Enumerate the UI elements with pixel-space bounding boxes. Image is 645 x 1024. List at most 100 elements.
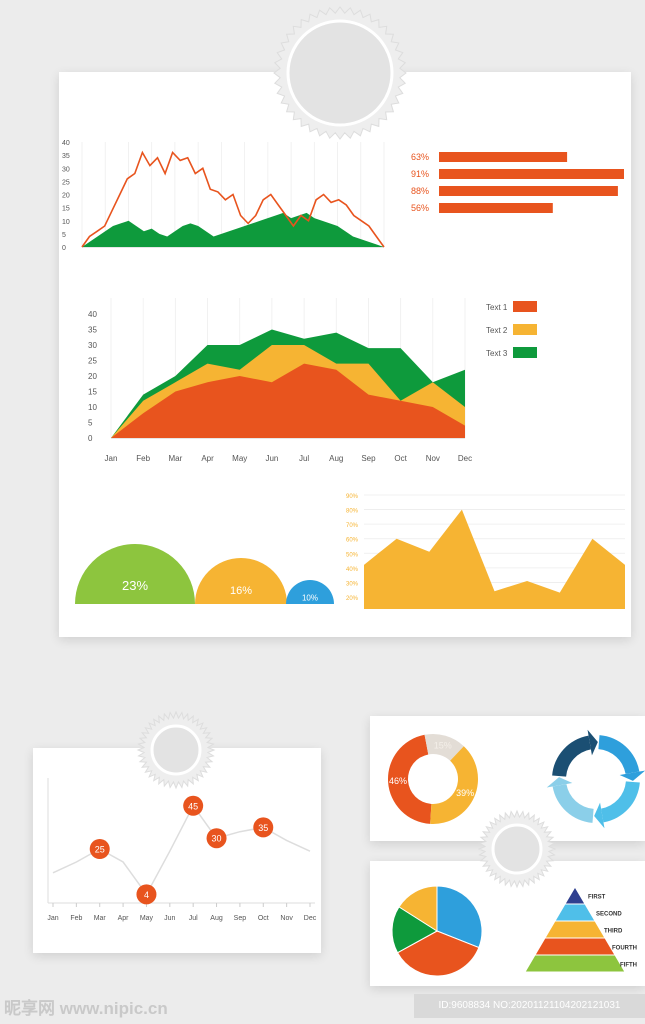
mid-x-tick: Dec bbox=[458, 454, 472, 463]
mid-y-tick: 15 bbox=[88, 388, 97, 397]
donut-label: 15% bbox=[434, 740, 452, 750]
bl-x-tick: Jul bbox=[189, 915, 198, 922]
mid-x-tick: Sep bbox=[361, 454, 376, 463]
cycle-arrowhead-icon bbox=[594, 802, 605, 829]
mid-x-tick: Feb bbox=[136, 454, 150, 463]
bl-x-tick: Mar bbox=[94, 915, 107, 922]
bl-point bbox=[89, 839, 110, 859]
mid-legend-swatch bbox=[513, 301, 537, 312]
mid-x-tick: Oct bbox=[394, 454, 407, 463]
mid-seal-face bbox=[491, 823, 543, 875]
top-green-area bbox=[82, 212, 384, 247]
donut-slice bbox=[430, 746, 478, 824]
pyramid-level bbox=[524, 954, 626, 973]
bl-x-tick: Dec bbox=[304, 915, 317, 922]
top-y-tick: 0 bbox=[62, 245, 66, 252]
mid-legend-swatch bbox=[513, 347, 537, 358]
semicircle bbox=[75, 544, 195, 604]
pie-slice bbox=[396, 930, 480, 977]
bar-label: 88% bbox=[411, 186, 429, 196]
mid-x-tick: Nov bbox=[426, 454, 440, 463]
top-y-tick: 15 bbox=[62, 206, 70, 213]
cycle-arrow-icon bbox=[552, 735, 591, 777]
bar-label: 56% bbox=[411, 203, 429, 213]
pyramid-label: FIFTH bbox=[620, 963, 637, 969]
cycle-arrowhead-icon bbox=[546, 777, 573, 788]
right-y-tick: 40% bbox=[346, 567, 359, 573]
pyramid-level bbox=[544, 920, 606, 939]
bl-point-label: 25 bbox=[95, 845, 105, 855]
mid-y-tick: 35 bbox=[88, 326, 97, 335]
bl-point-label: 45 bbox=[188, 801, 198, 811]
mid-legend-label: Text 1 bbox=[486, 303, 508, 312]
cycle-arrow-icon bbox=[601, 781, 640, 823]
right-y-tick: 70% bbox=[346, 523, 359, 529]
mid-x-tick: Apr bbox=[201, 454, 214, 463]
bl-x-tick: May bbox=[140, 915, 154, 922]
pie-slice bbox=[391, 906, 438, 954]
bl-x-tick: Feb bbox=[70, 915, 82, 922]
pie-slice bbox=[436, 885, 483, 949]
pyramid-label: FOURTH bbox=[612, 946, 637, 952]
top-y-tick: 30 bbox=[62, 166, 70, 173]
bar bbox=[439, 152, 568, 162]
pyramid-level bbox=[564, 886, 586, 905]
bar bbox=[439, 169, 624, 179]
donut-slice bbox=[424, 734, 464, 761]
bl-point bbox=[206, 828, 227, 849]
cycle-arrow-icon bbox=[598, 735, 640, 774]
donut-label: 39% bbox=[456, 788, 474, 798]
top-y-tick: 40 bbox=[62, 140, 70, 147]
mid-y-tick: 5 bbox=[88, 419, 93, 428]
right-y-tick: 20% bbox=[346, 596, 359, 602]
pie-slice bbox=[398, 885, 438, 932]
bl-x-tick: Aug bbox=[210, 915, 223, 922]
bl-x-tick: Apr bbox=[118, 915, 130, 922]
mid-x-tick: Jun bbox=[265, 454, 278, 463]
bl-point bbox=[136, 884, 157, 905]
right-yellow-area bbox=[364, 509, 625, 609]
top-y-tick: 25 bbox=[62, 179, 70, 186]
bl-point bbox=[183, 795, 204, 816]
top-y-tick: 5 bbox=[62, 232, 66, 239]
mid-legend-swatch bbox=[513, 324, 537, 335]
bar-label: 63% bbox=[411, 152, 429, 162]
mid-x-tick: Jan bbox=[105, 454, 118, 463]
mid-y-tick: 20 bbox=[88, 372, 97, 381]
cycle-arrow-icon bbox=[552, 784, 594, 823]
mid-y-tick: 25 bbox=[88, 357, 97, 366]
bl-x-tick: Sep bbox=[234, 915, 247, 922]
top-y-tick: 20 bbox=[62, 193, 70, 200]
mid-legend-label: Text 2 bbox=[486, 326, 508, 335]
mid-x-tick: Mar bbox=[168, 454, 182, 463]
mid-x-tick: May bbox=[232, 454, 247, 463]
pyramid-level bbox=[554, 903, 596, 922]
semicircle-label: 10% bbox=[302, 593, 318, 602]
top-y-tick: 10 bbox=[62, 219, 70, 226]
mid-y-tick: 40 bbox=[88, 310, 97, 319]
right-y-tick: 80% bbox=[346, 509, 359, 515]
bl-x-tick: Oct bbox=[258, 915, 269, 922]
bar bbox=[439, 203, 553, 213]
bar-label: 91% bbox=[411, 169, 429, 179]
semicircle-label: 16% bbox=[230, 585, 252, 597]
bl-point-label: 35 bbox=[258, 823, 268, 833]
donut-slice bbox=[387, 734, 432, 824]
pyramid-label: THIRD bbox=[604, 929, 623, 935]
mid-area-text-1 bbox=[111, 363, 465, 438]
bl-point-label: 30 bbox=[212, 834, 222, 844]
bl-x-tick: Nov bbox=[280, 915, 293, 922]
bl-x-tick: Jun bbox=[164, 915, 175, 922]
semicircle bbox=[195, 558, 287, 604]
cycle-arrowhead-icon bbox=[587, 729, 598, 756]
pyramid-label: FIRST bbox=[588, 895, 606, 901]
bl-point-label: 4 bbox=[144, 890, 149, 900]
donut-label: 46% bbox=[389, 776, 407, 786]
bl-point bbox=[253, 817, 274, 838]
right-y-tick: 30% bbox=[346, 581, 359, 587]
mid-legend-label: Text 3 bbox=[486, 349, 508, 358]
top-y-tick: 35 bbox=[62, 153, 70, 160]
line-seal-face bbox=[150, 724, 202, 776]
mid-x-tick: Aug bbox=[329, 454, 343, 463]
right-y-tick: 50% bbox=[346, 552, 359, 558]
